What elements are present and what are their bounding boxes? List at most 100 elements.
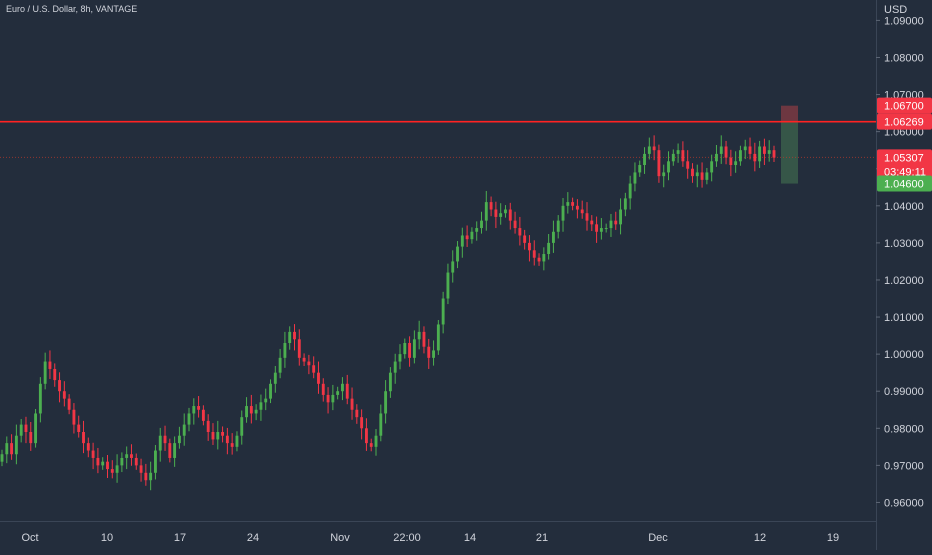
- position-zone-layer: [781, 105, 798, 184]
- candle-body: [700, 172, 704, 180]
- candle: [417, 320, 421, 350]
- candle-body: [19, 424, 23, 436]
- price-badge-label: 1.04600: [884, 179, 924, 191]
- candle-body: [508, 209, 512, 221]
- candle: [106, 454, 109, 478]
- candle: [528, 235, 531, 262]
- candle-body: [216, 432, 220, 440]
- candle: [350, 387, 354, 420]
- candle-body: [168, 443, 172, 458]
- candle-body: [62, 391, 66, 399]
- candle-body: [767, 150, 771, 154]
- price-badge-bg: [877, 175, 932, 192]
- x-tick-label: 22:00: [393, 532, 421, 544]
- candle-body: [748, 146, 752, 154]
- candle-body: [643, 153, 646, 166]
- candle-body: [489, 202, 493, 210]
- candle-body: [110, 469, 114, 473]
- candle: [221, 426, 225, 443]
- price-badge-bg: [877, 149, 932, 180]
- candle-body: [633, 172, 637, 184]
- candle-body: [173, 443, 177, 458]
- candle: [460, 227, 464, 258]
- candle: [456, 241, 459, 269]
- candle-body: [58, 380, 61, 392]
- candle-body: [537, 257, 541, 262]
- price-axis-layer: USD1.090001.080001.070001.060001.050001.…: [876, 0, 932, 550]
- candle-body: [451, 261, 455, 273]
- candle-body: [599, 228, 603, 232]
- candle-body: [561, 205, 565, 221]
- candle-body: [29, 432, 33, 444]
- candle: [475, 221, 479, 241]
- candle-body: [86, 443, 90, 451]
- candle: [604, 223, 608, 233]
- price-badge: 1.06700: [877, 97, 932, 114]
- candle-body: [10, 443, 14, 455]
- candle: [240, 410, 244, 445]
- candle: [192, 398, 196, 425]
- candle-body: [691, 168, 694, 177]
- candle-body: [743, 146, 747, 151]
- candle: [177, 426, 181, 449]
- candle: [173, 436, 177, 467]
- currency-label: USD: [884, 4, 907, 16]
- candle: [101, 457, 105, 470]
- candle: [523, 229, 527, 250]
- x-tick-label: 14: [464, 532, 476, 544]
- candle: [657, 144, 661, 183]
- candle: [158, 427, 162, 462]
- x-tick-label: 19: [827, 532, 839, 544]
- candle: [345, 374, 349, 405]
- candle-body: [336, 391, 340, 395]
- candle: [700, 162, 704, 188]
- candle: [738, 145, 742, 166]
- candle-body: [652, 146, 656, 151]
- candle: [48, 350, 52, 379]
- candle: [82, 420, 85, 454]
- candle: [321, 378, 325, 402]
- candle: [695, 164, 699, 188]
- symbol-title[interactable]: Euro / U.S. Dollar, 8h, VANTAGE: [6, 4, 138, 14]
- candle-body: [154, 450, 157, 473]
- candle: [43, 352, 47, 390]
- candle-body: [657, 150, 661, 177]
- x-tick-label: Dec: [648, 532, 668, 544]
- candle: [197, 396, 201, 418]
- candle-body: [446, 272, 450, 299]
- take-profit-zone: [781, 121, 798, 184]
- price-badge-bg: [877, 97, 932, 114]
- candle-body: [686, 161, 690, 169]
- candle-body: [278, 357, 282, 373]
- price-badge: 1.04600: [877, 175, 932, 192]
- candle: [623, 192, 627, 217]
- candle-body: [115, 465, 119, 473]
- candle-body: [245, 406, 248, 418]
- candle-body: [528, 242, 531, 251]
- candle: [427, 338, 431, 369]
- price-badge-label: 1.06700: [884, 101, 924, 113]
- candle-body: [671, 153, 675, 162]
- price-badge-bg: [877, 113, 932, 130]
- candle: [441, 291, 445, 334]
- candle: [254, 404, 258, 421]
- candle: [115, 454, 119, 483]
- x-tick-label: 12: [754, 532, 766, 544]
- candle-body: [283, 343, 287, 358]
- candle-body: [134, 457, 138, 466]
- candle-body: [364, 428, 368, 444]
- candle: [283, 331, 287, 368]
- y-tick-label: 1.09000: [884, 15, 924, 27]
- candle: [34, 409, 38, 448]
- candle-body: [614, 220, 618, 225]
- candle: [278, 348, 282, 379]
- candle-body: [556, 220, 560, 232]
- candle: [619, 198, 622, 235]
- candle: [691, 163, 694, 183]
- candle-body: [628, 183, 632, 199]
- candle: [724, 140, 728, 165]
- candle: [201, 405, 205, 426]
- candle: [422, 326, 426, 354]
